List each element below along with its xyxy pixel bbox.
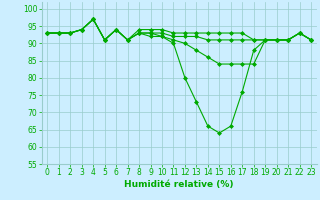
X-axis label: Humidité relative (%): Humidité relative (%)	[124, 180, 234, 189]
